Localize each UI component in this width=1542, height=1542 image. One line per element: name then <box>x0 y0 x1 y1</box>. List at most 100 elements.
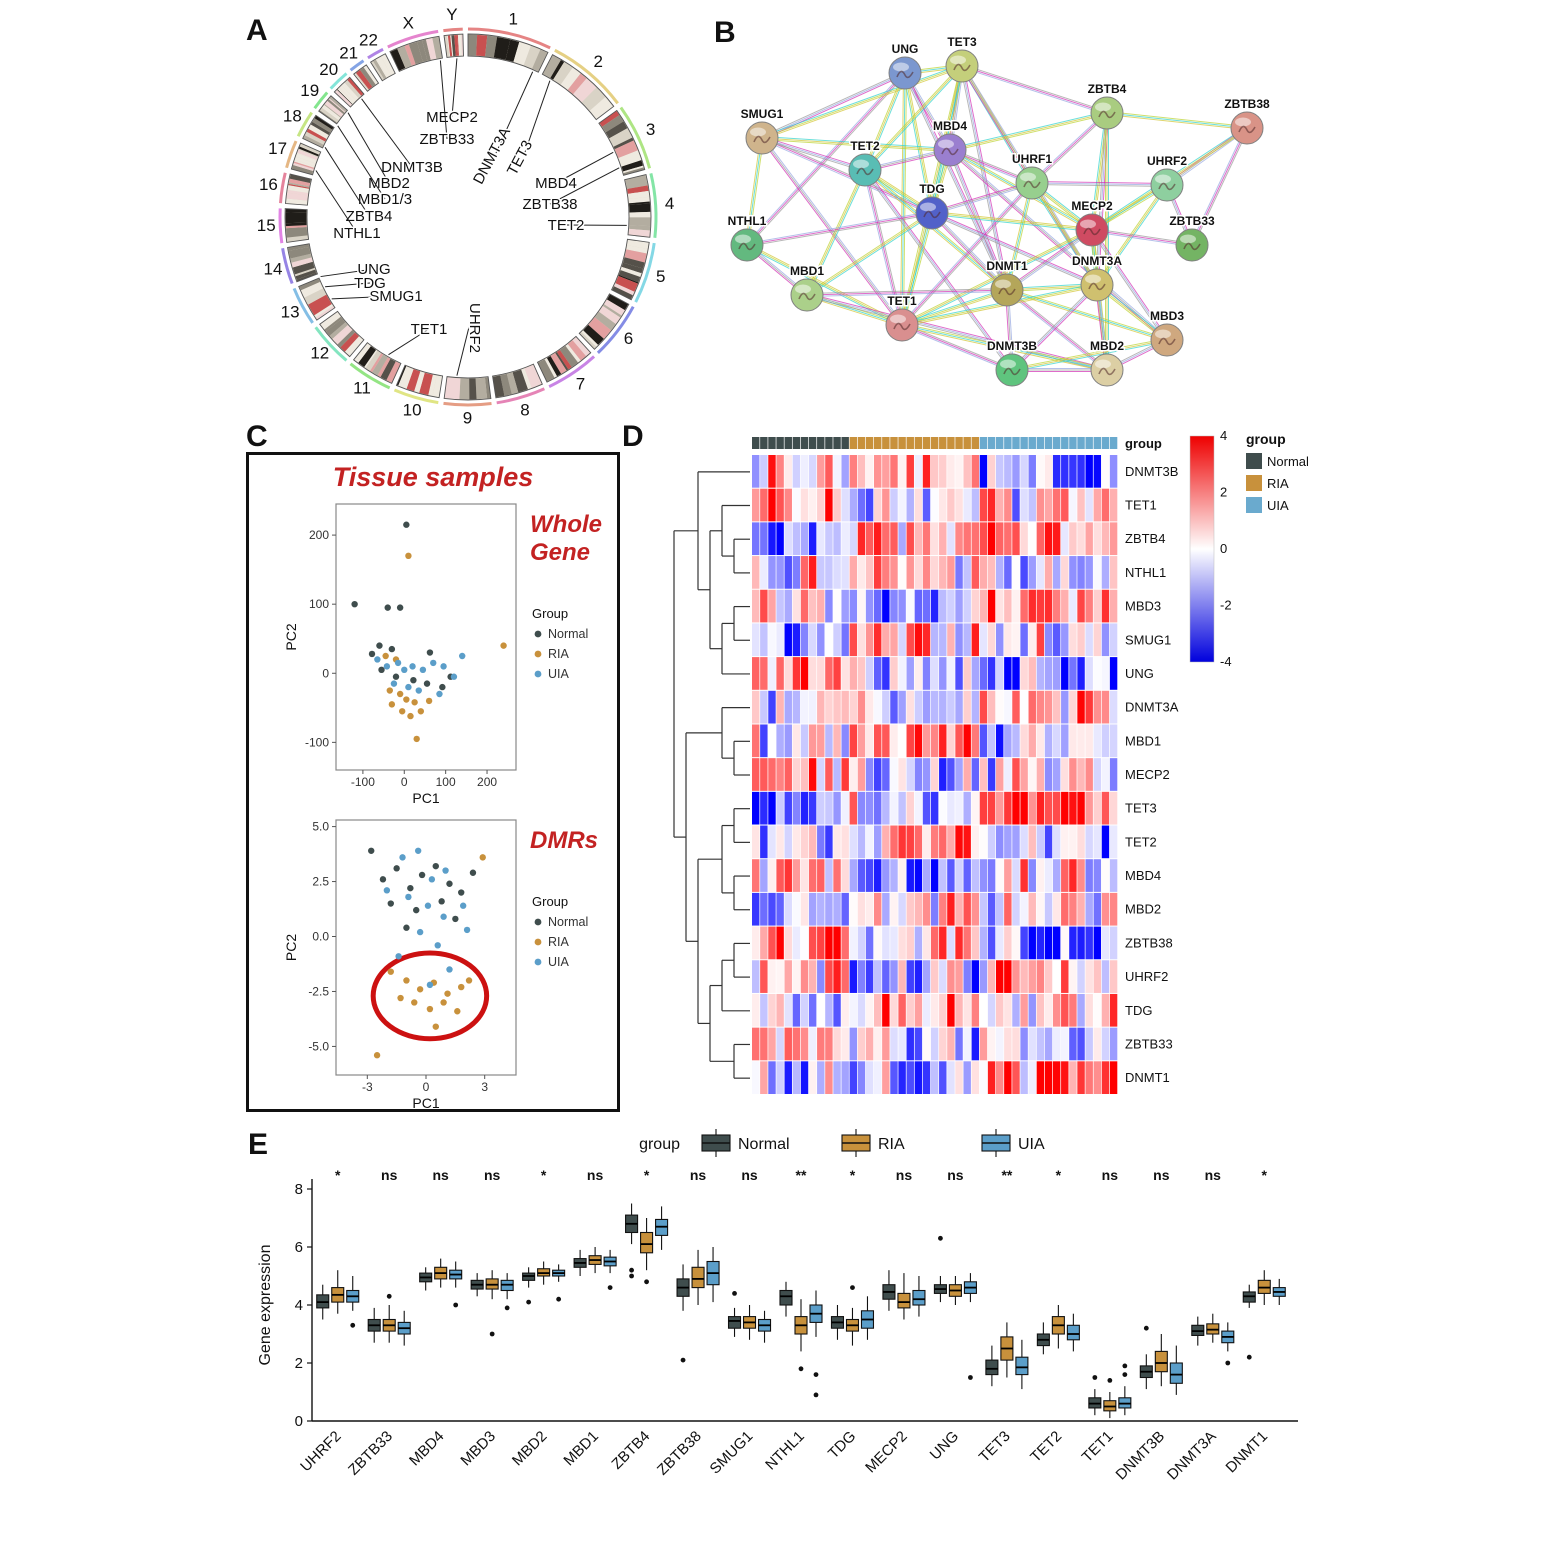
svg-text:UHRF1: UHRF1 <box>1012 152 1052 166</box>
box-TET2-Normal <box>1036 1322 1050 1355</box>
gene-label-TET3: TET3 <box>504 138 536 178</box>
y-axis-title: Gene expression <box>257 1245 274 1366</box>
boxplot-panel: 0 2 4 6 8 Gene expression * UHRF2 ns ZBTB33 ns MBD4… <box>257 1129 1298 1484</box>
box-ZBTB38-Normal <box>676 1264 690 1363</box>
svg-text:MBD2: MBD2 <box>1090 339 1124 353</box>
box-MBD2-Normal <box>522 1267 536 1305</box>
svg-text:2.5: 2.5 <box>312 875 329 889</box>
scatter-point <box>378 666 385 674</box>
box-MBD3-Normal <box>470 1273 484 1297</box>
network-node-SMUG1: SMUG1 <box>739 106 785 155</box>
scatter-point <box>440 999 447 1006</box>
box-UNG-Normal <box>933 1235 947 1303</box>
legend-title: Group <box>532 606 568 621</box>
scatter-point <box>426 649 434 656</box>
box-DNMT3A-RIA <box>1206 1313 1220 1343</box>
box-MBD1-Normal <box>573 1249 587 1276</box>
svg-text:DNMT3A: DNMT3A <box>1072 254 1122 268</box>
chromosome-label-20: 20 <box>319 60 338 79</box>
row-label-ZBTB38: ZBTB38 <box>1125 935 1173 950</box>
scatter-point <box>416 986 424 993</box>
sig-label-DNMT3B: ns <box>1153 1167 1170 1183</box>
box-legend-label-UIA: UIA <box>1018 1136 1045 1153</box>
svg-text:ZBTB38: ZBTB38 <box>1224 97 1270 111</box>
row-label-UNG: UNG <box>1125 666 1154 681</box>
scatter-point <box>396 604 404 611</box>
box-UHRF2-RIA <box>331 1270 345 1314</box>
scatter-point <box>351 600 358 608</box>
box-NTHL1-Normal <box>779 1281 793 1317</box>
chromosome-label-18: 18 <box>283 107 302 126</box>
gene-label-ZBTB33: ZBTB33 <box>419 131 474 148</box>
gene-axis-label-TET3: TET3 <box>976 1428 1014 1466</box>
box-DNMT3B-UIA <box>1169 1345 1183 1395</box>
box-UNG-RIA <box>948 1276 962 1305</box>
box-DNMT3B-Normal <box>1139 1325 1153 1390</box>
svg-text:6: 6 <box>295 1239 303 1256</box>
chromosome-label-13: 13 <box>281 302 300 321</box>
scatter-point <box>399 708 406 715</box>
group-legend-title: group <box>1246 431 1286 447</box>
box-ZBTB4-Normal <box>625 1203 639 1279</box>
row-label-ZBTB4: ZBTB4 <box>1125 531 1165 546</box>
scatter-point <box>405 683 412 691</box>
gene-label-ZBTB38: ZBTB38 <box>522 196 577 213</box>
scatter-point <box>405 552 412 560</box>
legend-label-UIA: UIA <box>1267 498 1289 513</box>
svg-text:MBD1: MBD1 <box>790 264 824 278</box>
legend-title: Group <box>532 894 568 909</box>
chromosome-label-14: 14 <box>264 259 283 278</box>
scatter-point <box>458 983 465 991</box>
gene-axis-label-ZBTB4: ZBTB4 <box>608 1428 653 1473</box>
box-SMUG1-UIA <box>757 1310 772 1343</box>
svg-text:200: 200 <box>477 775 497 789</box>
row-label-DNMT3A: DNMT3A <box>1125 700 1179 715</box>
row-label-MBD3: MBD3 <box>1125 599 1161 614</box>
box-TDG-UIA <box>860 1296 875 1340</box>
box-TET1-RIA <box>1103 1378 1117 1419</box>
chromosome-label-12: 12 <box>310 344 329 363</box>
x-axis-label: PC1 <box>412 1095 439 1111</box>
chromosome-label-8: 8 <box>520 400 529 419</box>
scatter-point <box>439 683 446 691</box>
network-node-ZBTB33: ZBTB33 <box>1168 213 1216 262</box>
row-label-MBD1: MBD1 <box>1125 733 1161 748</box>
network-node-ZBTB4: ZBTB4 <box>1086 81 1128 130</box>
svg-text:ZBTB33: ZBTB33 <box>1169 214 1215 228</box>
scatter-point <box>383 887 391 894</box>
network-node-TET2: TET2 <box>848 138 882 187</box>
scatter-point <box>403 924 410 931</box>
scatter-point <box>432 862 439 870</box>
svg-text:5.0: 5.0 <box>312 820 329 834</box>
svg-text:TET3: TET3 <box>947 35 977 49</box>
box-MBD4-RIA <box>434 1258 448 1288</box>
box-MBD1-RIA <box>588 1247 602 1274</box>
gene-label-TET2: TET2 <box>548 217 585 234</box>
svg-text:0: 0 <box>295 1413 303 1430</box>
sig-label-ZBTB33: ns <box>381 1167 398 1183</box>
scatter-point <box>373 1052 381 1059</box>
gene-axis-label-MBD4: MBD4 <box>406 1428 447 1469</box>
gene-axis-label-TET2: TET2 <box>1027 1428 1065 1466</box>
box-ZBTB33-UIA <box>397 1310 411 1346</box>
row-label-MBD2: MBD2 <box>1125 902 1161 917</box>
network-node-DNMT3A: DNMT3A <box>1071 253 1124 302</box>
gene-label-SMUG1: SMUG1 <box>369 288 422 305</box>
gene-axis-label-DNMT3B: DNMT3B <box>1113 1428 1169 1484</box>
scatter-point <box>387 900 394 907</box>
box-TET3-UIA <box>1015 1339 1029 1390</box>
chromosome-label-X: X <box>403 14 414 33</box>
panel-label-e: E <box>248 1128 269 1161</box>
box-ZBTB33-Normal <box>367 1307 381 1343</box>
scatter-point <box>384 604 391 611</box>
chromosome-label-10: 10 <box>403 401 422 420</box>
heat-colorbar <box>1189 435 1215 663</box>
y-axis-label: PC2 <box>283 934 299 961</box>
chromosome-label-2: 2 <box>594 52 603 71</box>
scatter-point <box>432 1023 439 1030</box>
y-axis-label: PC2 <box>283 623 299 650</box>
gene-axis-label-NTHL1: NTHL1 <box>762 1428 808 1474</box>
chromosome-label-Y: Y <box>446 8 457 24</box>
row-label-UHRF2: UHRF2 <box>1125 969 1168 984</box>
